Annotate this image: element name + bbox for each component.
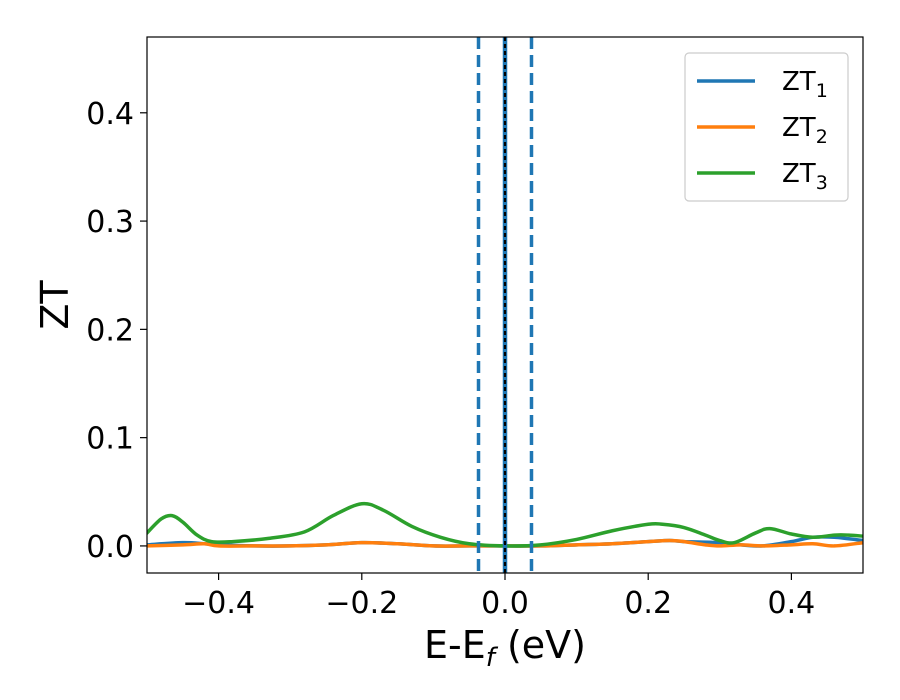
legend-label-main: ZT: [782, 67, 816, 97]
series-line-zt3: [147, 501, 863, 548]
x-tick-label: 0.4: [768, 586, 816, 621]
plot-area: [147, 37, 863, 573]
legend-label-zt1: ZT1: [782, 67, 828, 102]
legend-label-sub: 2: [816, 126, 828, 148]
legend-label-sub: 3: [816, 172, 828, 194]
x-tick-label: −0.4: [182, 586, 255, 621]
x-tick-label: 0.0: [481, 586, 529, 621]
x-tick-label: −0.2: [325, 586, 398, 621]
x-axis-label-unit: (eV): [495, 623, 586, 667]
legend-label-sub: 1: [816, 80, 828, 102]
tick-marks: [140, 112, 793, 580]
y-tick-label: 0.3: [86, 205, 134, 240]
series-line-zt2: [147, 538, 863, 548]
legend-label-main: ZT: [782, 113, 816, 143]
x-tick-label: 0.2: [624, 586, 672, 621]
y-tick-label: 0.0: [86, 530, 134, 565]
y-axis-label: ZT: [33, 280, 77, 330]
y-tick-label: 0.4: [86, 97, 134, 132]
y-tick-label: 0.2: [86, 313, 134, 348]
legend-label-main: ZT: [782, 159, 816, 189]
y-tick-label: 0.1: [86, 422, 134, 457]
x-axis-label: E-Ef (eV): [424, 623, 586, 673]
tick-labels: −0.4 −0.2 0.0 0.2 0.4 0.0 0.1 0.2 0.3 0.4: [86, 97, 815, 621]
legend-label-zt2: ZT2: [782, 113, 828, 148]
legend-label-zt3: ZT3: [782, 159, 828, 194]
legend-box: [684, 52, 849, 202]
x-axis-label-main: E-E: [424, 623, 486, 667]
